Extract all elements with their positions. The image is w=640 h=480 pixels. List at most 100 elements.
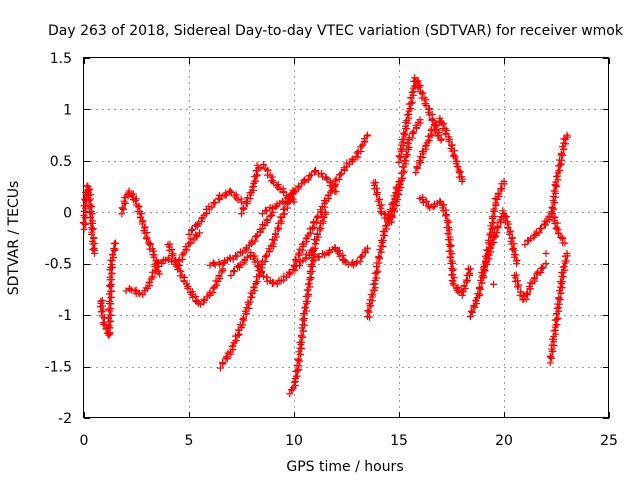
data-point (497, 184, 505, 192)
data-point (537, 264, 545, 272)
data-point (280, 206, 288, 214)
data-point (464, 265, 472, 273)
data-point (408, 98, 416, 106)
data-point (118, 204, 126, 212)
data-point (106, 318, 114, 326)
data-point (492, 232, 500, 240)
x-axis-label: GPS time / hours (286, 459, 403, 475)
data-point (280, 188, 288, 196)
data-point (336, 252, 344, 260)
data-point (405, 143, 413, 151)
data-point (118, 210, 126, 218)
data-point (219, 265, 227, 273)
data-point (446, 226, 454, 234)
data-point (216, 260, 224, 268)
data-point (458, 291, 466, 299)
grid-lines (84, 58, 609, 418)
data-point (416, 82, 424, 90)
data-point (89, 225, 97, 233)
data-point (375, 253, 383, 261)
data-point (404, 111, 412, 119)
data-point (449, 271, 457, 279)
data-point (107, 311, 115, 319)
data-point (505, 220, 513, 228)
data-point (458, 177, 466, 185)
data-point (395, 152, 403, 160)
series-arc22 (511, 260, 550, 304)
data-point (98, 302, 106, 310)
data-point (445, 138, 453, 146)
data-point (372, 274, 380, 282)
data-point (86, 195, 94, 203)
data-point (425, 105, 433, 113)
data-point (301, 321, 309, 329)
data-point (192, 231, 200, 239)
series-arc16 (370, 116, 424, 227)
data-point (110, 245, 118, 253)
chart-title: Day 263 of 2018, Sidereal Day-to-day VTE… (48, 23, 624, 39)
data-point (376, 207, 384, 215)
data-point (270, 178, 278, 186)
data-point (247, 238, 255, 246)
data-point (457, 168, 465, 176)
series-arc2 (96, 239, 119, 339)
data-point (217, 364, 224, 372)
series-arc4 (122, 229, 203, 299)
data-point (314, 212, 322, 220)
data-point (321, 250, 329, 258)
x-tick-label: 25 (600, 433, 618, 449)
data-point (156, 270, 164, 278)
data-point (552, 321, 560, 329)
data-point (523, 290, 531, 298)
data-point (302, 235, 310, 243)
data-point (311, 240, 319, 248)
data-point (444, 219, 452, 227)
data-point (257, 269, 265, 277)
data-point (521, 241, 529, 249)
data-point (260, 161, 268, 169)
data-point (218, 268, 226, 276)
data-point (312, 167, 320, 175)
x-tick-label: 0 (80, 433, 89, 449)
data-point (508, 234, 516, 242)
data-point (337, 170, 345, 178)
data-point (336, 171, 344, 179)
data-point (85, 197, 93, 205)
data-point (396, 181, 404, 189)
data-point (172, 257, 180, 265)
data-point (449, 280, 457, 288)
data-point (320, 214, 328, 222)
data-point (112, 239, 119, 247)
series-arc24 (546, 249, 571, 367)
data-point (348, 155, 356, 163)
data-point (136, 290, 144, 298)
data-point (460, 282, 468, 290)
data-point (268, 204, 276, 212)
data-point (440, 201, 448, 209)
data-point (189, 293, 197, 301)
data-point (290, 378, 298, 386)
data-point (487, 244, 495, 252)
data-point (550, 327, 558, 335)
series-arc8 (206, 208, 277, 269)
data-point (413, 163, 421, 171)
data-point (187, 235, 195, 243)
data-point (278, 197, 286, 205)
data-point (559, 263, 567, 271)
data-point (222, 191, 230, 199)
data-point (292, 255, 300, 263)
data-point (324, 192, 332, 200)
data-point (414, 164, 422, 172)
data-point (451, 153, 459, 161)
y-tick-label: 0.5 (50, 154, 72, 170)
data-point (213, 281, 221, 289)
data-point (546, 352, 554, 360)
data-point (274, 224, 282, 232)
series-outliers (366, 249, 550, 321)
data-point (444, 229, 452, 237)
data-point (269, 208, 277, 216)
data-point (554, 229, 562, 237)
data-point (229, 342, 237, 350)
data-point (277, 217, 285, 225)
data-point (556, 161, 564, 169)
